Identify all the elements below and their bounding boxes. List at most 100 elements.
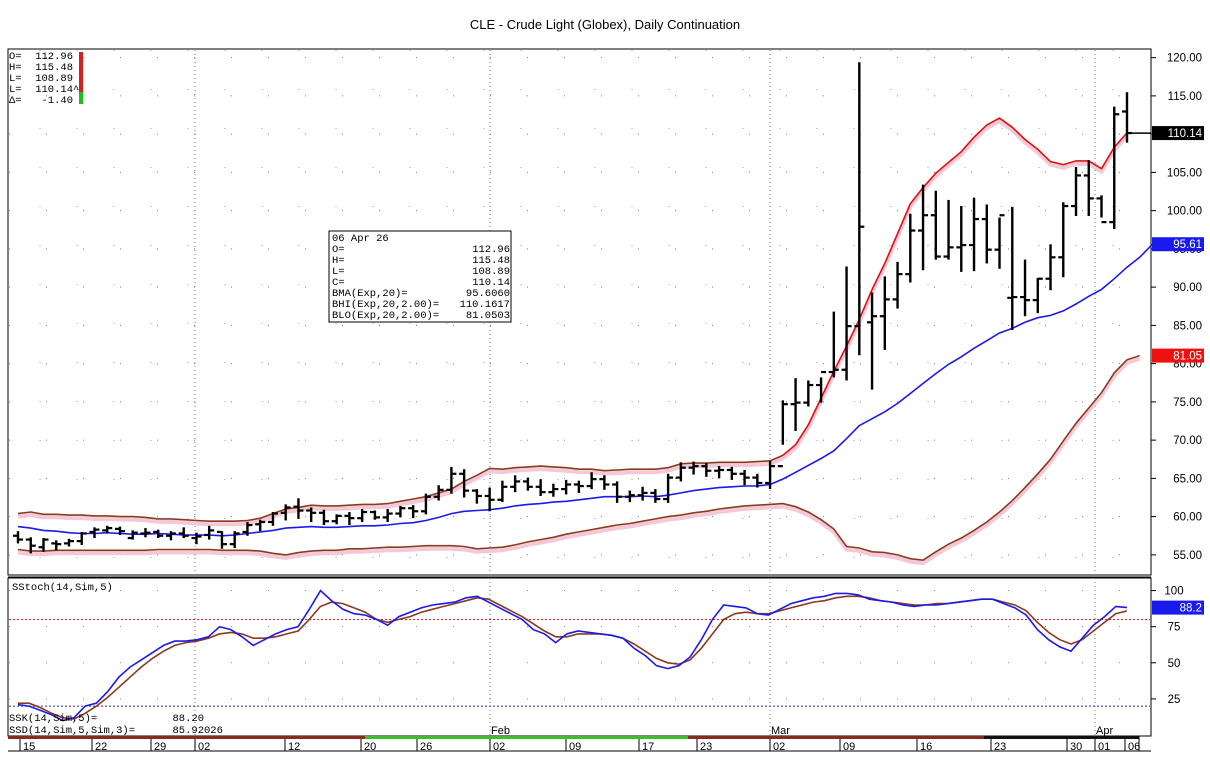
info-box-frame bbox=[328, 230, 512, 323]
month-label: Apr bbox=[1096, 725, 1113, 737]
ohlc-bar bbox=[1109, 106, 1120, 230]
ohlc-bar bbox=[1045, 244, 1056, 291]
ohlc-bar bbox=[535, 479, 546, 496]
ohlc-bar bbox=[114, 526, 125, 535]
quote-c-label: L= bbox=[9, 84, 22, 96]
info-c-label: C= bbox=[332, 277, 345, 289]
ohlc-bar bbox=[446, 466, 457, 494]
price-tick-label: 75.00 bbox=[1173, 397, 1202, 409]
ohlc-bar bbox=[573, 480, 584, 493]
ohlc-quote-box: O= 112.96 H= 115.48 L= 108.89 L= 110.14 … bbox=[9, 51, 83, 107]
ohlc-bar bbox=[803, 380, 814, 407]
ohlc-bar bbox=[956, 206, 967, 272]
ohlc-bar bbox=[216, 530, 227, 549]
ohlc-bar bbox=[777, 400, 788, 468]
ohlc-bar bbox=[382, 508, 393, 522]
quote-h-label: H= bbox=[9, 62, 22, 74]
ssk-line bbox=[17, 589, 1128, 722]
info-o-label: O= bbox=[332, 244, 345, 256]
lower-band-shadow bbox=[17, 356, 1141, 566]
ohlc-bar bbox=[280, 504, 291, 521]
quote-d-label: Δ= bbox=[9, 95, 22, 107]
ohlc-bar bbox=[905, 213, 916, 283]
date-tick-label: 09 bbox=[843, 741, 855, 753]
month-label: Feb bbox=[491, 725, 510, 737]
stoch-badge-bg bbox=[1152, 600, 1204, 615]
ohlc-bar bbox=[51, 540, 62, 551]
upper-band-line-recent bbox=[782, 117, 1128, 457]
ohlc-bar bbox=[599, 475, 610, 490]
ohlc-bar bbox=[701, 463, 712, 477]
price-badge-bg bbox=[1152, 348, 1204, 363]
price-tick-label: 115.00 bbox=[1168, 91, 1202, 103]
ohlc-bar bbox=[293, 498, 304, 519]
ohlc-bar bbox=[714, 466, 725, 479]
month-label: Mar bbox=[771, 725, 790, 737]
price-badge-bg bbox=[1152, 126, 1204, 141]
ohlc-bar bbox=[739, 469, 750, 486]
ohlc-bar bbox=[191, 532, 202, 545]
stoch-tick-label: 50 bbox=[1168, 658, 1181, 670]
quote-bar-green bbox=[79, 92, 83, 104]
ohlc-bar bbox=[318, 509, 329, 526]
ohlc-bar bbox=[726, 466, 737, 480]
date-tick-label: 23 bbox=[994, 741, 1006, 753]
info-l-value: 108.89 bbox=[472, 266, 510, 278]
ssk-label: SSK(14,Sim,5)= bbox=[9, 713, 97, 725]
ohlc-bar bbox=[89, 527, 100, 539]
ohlc-bar bbox=[497, 480, 508, 503]
bollinger-bands bbox=[17, 117, 1154, 566]
ohlc-bar bbox=[153, 529, 164, 539]
upper-band-line bbox=[17, 454, 784, 522]
ohlc-bar bbox=[408, 505, 419, 519]
price-tick-label: 105.00 bbox=[1167, 167, 1202, 179]
page-title: CLE - Crude Light (Globex), Daily Contin… bbox=[469, 17, 741, 32]
ohlc-bar bbox=[357, 508, 368, 522]
info-bma-label: BMA(Exp,20)= bbox=[332, 288, 408, 300]
date-tick-label: 02 bbox=[773, 741, 785, 753]
price-tick-label: 65.00 bbox=[1173, 473, 1202, 485]
info-h-value: 115.48 bbox=[472, 255, 510, 267]
ohlc-bar bbox=[204, 525, 215, 540]
ohlc-bar bbox=[306, 507, 317, 522]
date-tick-label: 09 bbox=[569, 741, 581, 753]
ohlc-bar bbox=[841, 266, 852, 381]
price-tick-label: 85.00 bbox=[1173, 320, 1202, 332]
date-tick-label: 15 bbox=[23, 741, 35, 753]
ohlc-bar bbox=[165, 531, 176, 541]
quote-o-value: 112.96 bbox=[35, 51, 73, 63]
ohlc-bar bbox=[930, 190, 941, 260]
ohlc-bar bbox=[1122, 92, 1132, 143]
price-badge-bg bbox=[1152, 237, 1204, 252]
ohlc-bar bbox=[1007, 206, 1018, 330]
ohlc-bar bbox=[892, 261, 903, 309]
ohlc-bar bbox=[637, 486, 648, 501]
ohlc-bar bbox=[612, 481, 623, 503]
quote-d-value: -1.40 bbox=[41, 95, 73, 107]
quote-h-value: 115.48 bbox=[35, 62, 73, 74]
ohlc-bar bbox=[127, 530, 138, 540]
date-tick-label: 06 bbox=[1128, 741, 1140, 753]
ohlc-bar bbox=[471, 489, 482, 504]
ohlc-bars bbox=[13, 62, 1132, 554]
date-axis-strip-green bbox=[365, 736, 688, 739]
ohlc-bar bbox=[510, 475, 521, 493]
info-bhi-label: BHI(Exp,20,2.00)= bbox=[332, 299, 439, 311]
stoch-grid-lines bbox=[9, 590, 1150, 707]
ohlc-bar bbox=[943, 199, 954, 260]
ohlc-bar bbox=[561, 479, 572, 495]
stochastic-lines bbox=[17, 589, 1128, 722]
ohlc-bar bbox=[1071, 167, 1082, 216]
ohlc-bar bbox=[918, 184, 929, 271]
ohlc-bar bbox=[663, 473, 674, 503]
price-tick-label: 120.00 bbox=[1167, 53, 1202, 65]
ohlc-bar bbox=[675, 462, 686, 482]
ohlc-bar bbox=[102, 525, 113, 534]
ohlc-bar bbox=[879, 276, 890, 350]
ohlc-bar bbox=[344, 512, 355, 526]
ohlc-bar bbox=[1096, 195, 1107, 224]
info-bhi-value: 110.1617 bbox=[460, 299, 510, 311]
price-badges: 110.14 95.61 81.05 88.2 bbox=[1131, 126, 1204, 615]
stoch-label: SStoch(14,Sim,5) bbox=[12, 582, 113, 594]
